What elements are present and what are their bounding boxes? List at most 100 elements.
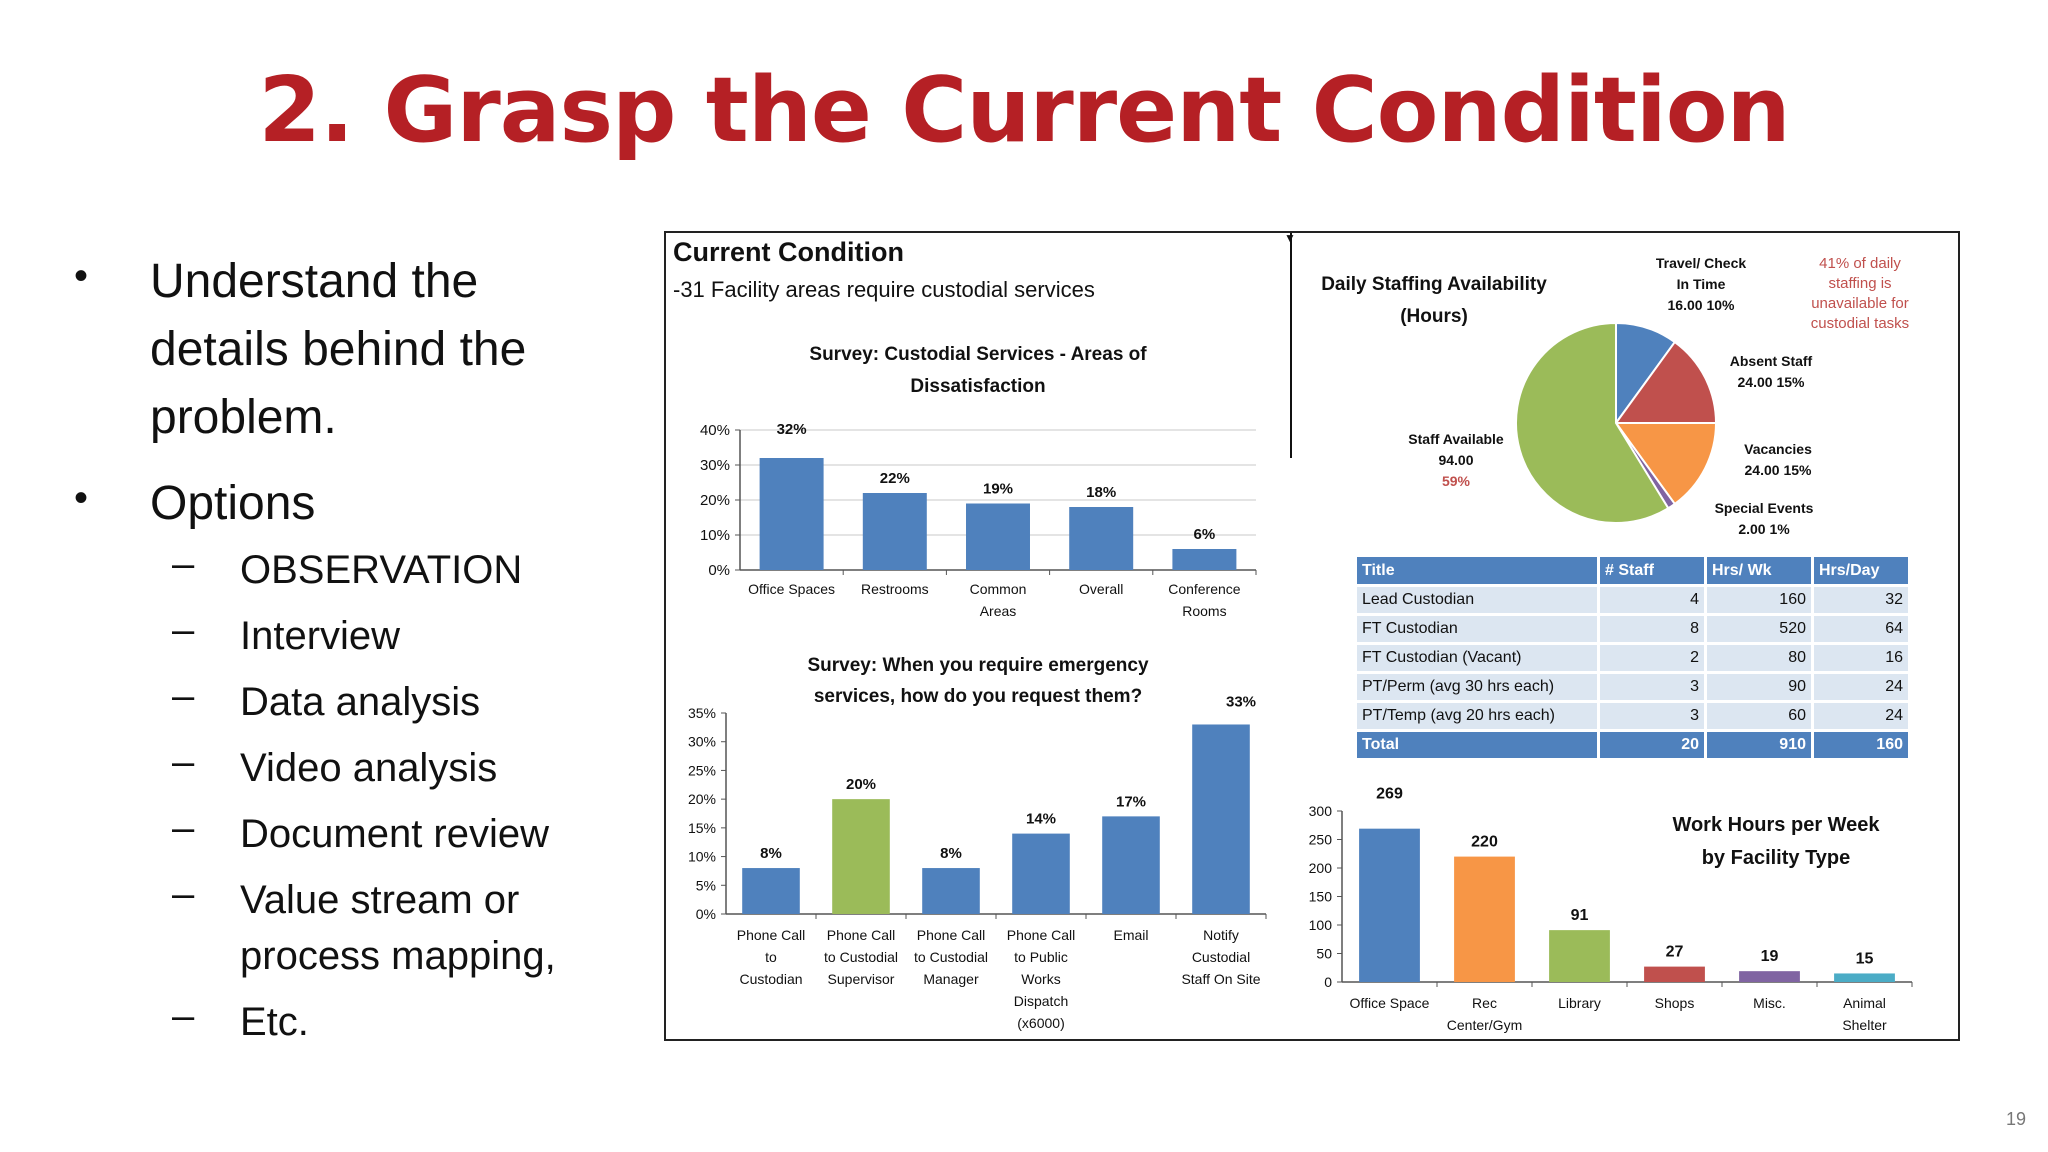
chart-title: Survey: When you require emergency: [807, 655, 1148, 676]
sub-bullet-text: process mapping,: [240, 934, 556, 978]
category-label: Phone Call: [827, 927, 896, 943]
table-cell: Lead Custodian: [1357, 587, 1597, 613]
data-label: 19%: [983, 481, 1013, 498]
chart-title: Dissatisfaction: [910, 376, 1045, 397]
pie-slice-label: 24.00 15%: [1738, 374, 1805, 390]
data-label: 18%: [1086, 484, 1116, 501]
category-label: Misc.: [1753, 995, 1786, 1011]
category-label: (x6000): [1017, 1015, 1064, 1031]
bar: [862, 493, 927, 570]
chart-title: (Hours): [1400, 306, 1468, 327]
chart-title: Survey: Custodial Services - Areas of: [809, 344, 1147, 365]
category-label: Office Spaces: [748, 581, 835, 597]
table-row: Lead Custodian 4 160 32: [1357, 587, 1908, 613]
category-label: Office Space: [1350, 995, 1430, 1011]
category-label: Staff On Site: [1181, 971, 1260, 987]
category-label: Works: [1021, 971, 1060, 987]
table-cell: 80: [1707, 645, 1811, 671]
pie-slice-label: 16.00 10%: [1668, 297, 1735, 313]
table-cell: 60: [1707, 703, 1811, 729]
data-label: 17%: [1116, 793, 1146, 810]
sub-bullet-dash: –: [172, 806, 195, 850]
y-tick-label: 40%: [700, 422, 730, 439]
data-label: 14%: [1026, 811, 1056, 828]
data-label: 19: [1761, 948, 1779, 965]
table-header-staff: # Staff: [1600, 557, 1704, 584]
bar: [1454, 856, 1515, 982]
data-label: 6%: [1194, 526, 1216, 543]
table-cell: 3: [1600, 674, 1704, 700]
table-cell: 2: [1600, 645, 1704, 671]
table-cell: Total: [1357, 732, 1597, 758]
category-label: to Public: [1014, 949, 1068, 965]
table-cell: 90: [1707, 674, 1811, 700]
category-label: to Custodial: [914, 949, 988, 965]
bar: [1012, 833, 1070, 914]
y-tick-label: 0%: [708, 562, 730, 579]
y-tick-label: 20%: [700, 492, 730, 509]
table-cell: PT/Temp (avg 20 hrs each): [1357, 703, 1597, 729]
table-cell: PT/Perm (avg 30 hrs each): [1357, 674, 1597, 700]
y-tick-label: 250: [1309, 832, 1333, 848]
data-label: 220: [1471, 834, 1498, 851]
data-label: 8%: [760, 845, 782, 862]
pie-note: staffing is: [1828, 275, 1891, 292]
category-label: Supervisor: [828, 971, 895, 987]
category-label: Manager: [923, 971, 979, 987]
table-cell: 64: [1814, 616, 1908, 642]
y-tick-label: 10%: [688, 849, 716, 865]
data-label: 20%: [846, 776, 876, 793]
bullet-text: problem.: [150, 391, 337, 444]
chart-title: Daily Staffing Availability: [1321, 274, 1547, 295]
dissatisfaction-bar-chart: Survey: Custodial Services - Areas of Dis…: [700, 344, 1257, 619]
table-cell: 16: [1814, 645, 1908, 671]
y-tick-label: 0%: [696, 906, 716, 922]
current-condition-panel: Current Condition -31 Facility areas req…: [664, 231, 1960, 1041]
work-hours-bar-chart: Work Hours per Week by Facility Type 0 50 10…: [1309, 786, 1913, 1033]
sub-bullet-dash: –: [172, 994, 195, 1038]
pie-slice: [1614, 340, 1718, 424]
y-tick-label: 10%: [700, 527, 730, 544]
pie-slice-label: 24.00 15%: [1745, 462, 1812, 478]
category-label: Overall: [1079, 581, 1123, 597]
table-header-title: Title: [1357, 557, 1597, 584]
pie-slice: [1515, 321, 1670, 524]
y-tick-label: 20%: [688, 791, 716, 807]
category-label: Conference: [1168, 581, 1241, 597]
panel-subtitle: -31 Facility areas require custodial ser…: [673, 277, 1095, 302]
staffing-table: Title # Staff Hrs/ Wk Hrs/Day Lead Custo…: [1354, 554, 1911, 761]
bar: [742, 868, 800, 914]
table-header-hrs-wk: Hrs/ Wk: [1707, 557, 1811, 584]
sub-bullet-text: Video analysis: [240, 746, 498, 790]
sub-bullet-text: Interview: [240, 614, 401, 658]
sub-bullet-text: Value stream or: [240, 878, 520, 922]
sub-bullet-dash: –: [172, 674, 195, 718]
pie-slice: [1614, 422, 1718, 506]
y-tick-label: 100: [1309, 917, 1333, 933]
table-cell: FT Custodian: [1357, 616, 1597, 642]
bar: [759, 458, 824, 570]
category-label: Email: [1113, 927, 1148, 943]
category-label: Phone Call: [737, 927, 806, 943]
data-label: 33%: [1226, 693, 1256, 710]
table-header-hrs-day: Hrs/Day: [1814, 557, 1908, 584]
bullet-dot: •: [74, 254, 89, 298]
category-label: to Custodial: [824, 949, 898, 965]
chart-title: by Facility Type: [1702, 847, 1851, 869]
pie-slice-label: 94.00: [1438, 452, 1473, 468]
bar: [1102, 816, 1160, 914]
pie-slice-label: Vacancies: [1744, 441, 1812, 457]
data-label: 32%: [777, 421, 807, 438]
sub-bullet-dash: –: [172, 608, 195, 652]
category-label: Center/Gym: [1447, 1017, 1522, 1033]
data-label: 269: [1376, 786, 1403, 803]
sub-bullet-text: Data analysis: [240, 680, 481, 724]
sub-bullet-text: OBSERVATION: [240, 548, 523, 592]
bar: [1834, 973, 1895, 982]
category-label: Common: [970, 581, 1027, 597]
table-row: FT Custodian 8 520 64: [1357, 616, 1908, 642]
table-cell: FT Custodian (Vacant): [1357, 645, 1597, 671]
table-row: PT/Perm (avg 30 hrs each) 3 90 24: [1357, 674, 1908, 700]
bar: [1644, 966, 1705, 982]
category-label: Dispatch: [1014, 993, 1068, 1009]
